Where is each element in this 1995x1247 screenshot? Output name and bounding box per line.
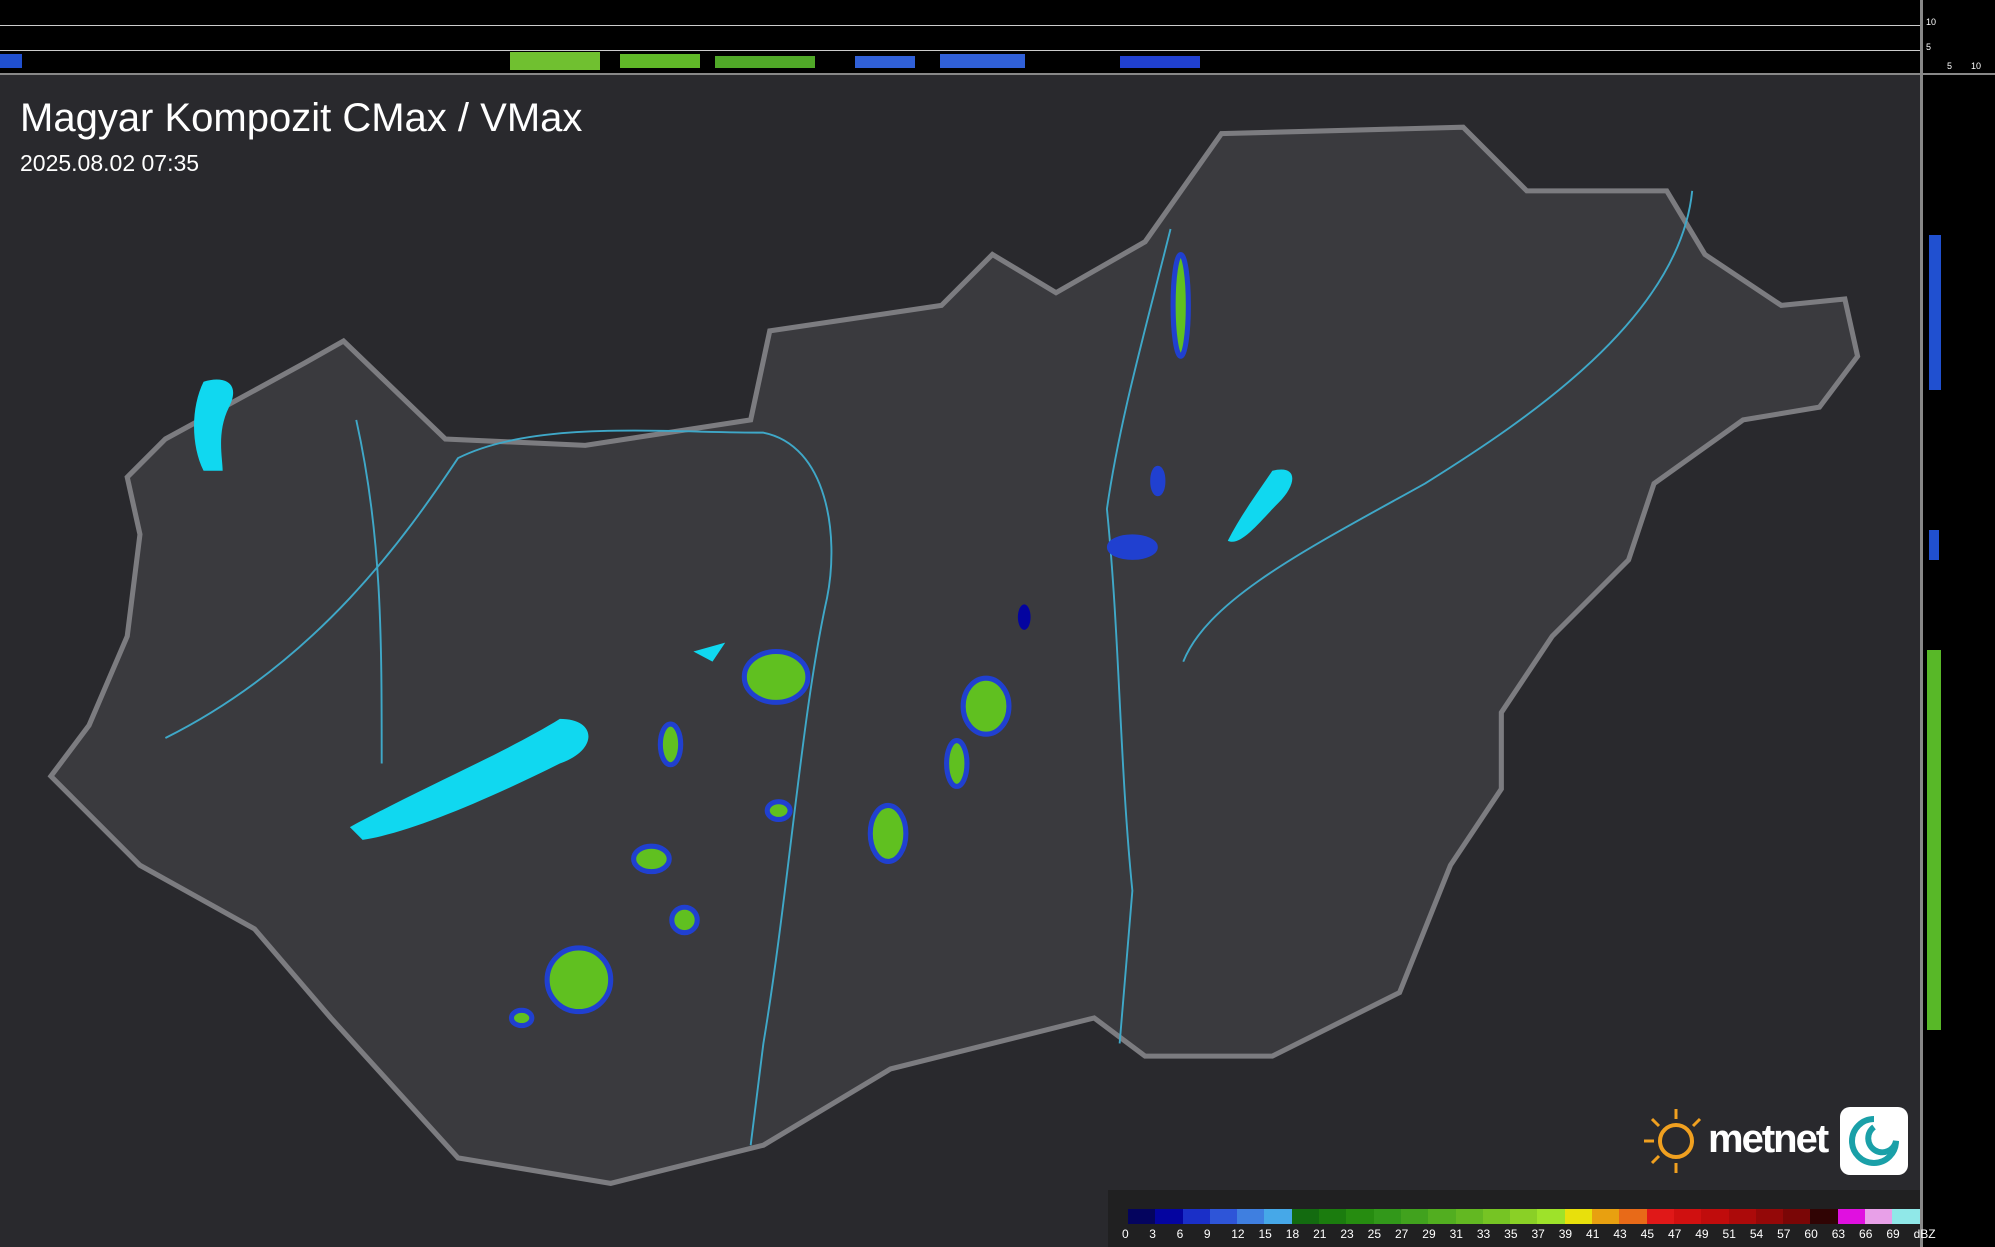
top-tick-label: 5 <box>1926 42 1932 52</box>
legend-label: 57 <box>1777 1227 1791 1241</box>
legend-swatch <box>1373 1209 1401 1224</box>
legend-swatch <box>1537 1209 1565 1224</box>
legend-swatch <box>1346 1209 1374 1224</box>
legend-swatch <box>1865 1209 1893 1224</box>
legend-label: 18 <box>1285 1227 1300 1241</box>
vertical-profile-right: 10 5 5 10 <box>1920 0 1995 1247</box>
legend-label: 69 <box>1886 1227 1900 1241</box>
legend-swatch <box>1564 1209 1593 1224</box>
legend-label: 35 <box>1504 1227 1518 1241</box>
legend-label: 39 <box>1558 1227 1573 1241</box>
legend-swatch <box>1673 1209 1702 1224</box>
radar-echoes <box>508 251 1191 1029</box>
map-title: Magyar Kompozit CMax / VMax <box>20 96 583 140</box>
legend-label: 0 <box>1122 1227 1129 1241</box>
legend-swatch <box>1155 1209 1183 1224</box>
legend-label: 41 <box>1586 1227 1600 1241</box>
legend-label: 27 <box>1394 1227 1409 1241</box>
legend-swatch <box>1128 1209 1156 1224</box>
legend-swatch <box>1892 1209 1920 1224</box>
legend-swatch <box>1209 1209 1238 1224</box>
legend-swatch <box>1264 1209 1292 1224</box>
legend-swatch <box>1291 1209 1320 1224</box>
legend-swatch <box>1510 1209 1538 1224</box>
legend-unit: dBZ <box>1913 1227 1936 1241</box>
legend-label: 49 <box>1695 1227 1709 1241</box>
map-timestamp: 2025.08.02 07:35 <box>20 150 200 176</box>
legend-swatch <box>1592 1209 1620 1224</box>
legend-label: 3 <box>1149 1227 1156 1241</box>
legend-label: 33 <box>1476 1227 1491 1241</box>
legend-label: 51 <box>1722 1227 1736 1241</box>
legend-labels: 0 3 6 9 12 15 18 21 23 25 27 29 31 33 35 37 39 41 43 45 47 49… <box>1122 1227 1941 1241</box>
hungary-country <box>47 124 1861 1186</box>
legend-colorbar <box>1128 1209 1920 1224</box>
legend-swatch <box>1646 1209 1674 1224</box>
legend-label: 25 <box>1367 1227 1382 1241</box>
legend-label: 12 <box>1231 1227 1245 1241</box>
legend-swatch <box>1619 1209 1647 1224</box>
legend-swatch <box>1428 1209 1456 1224</box>
legend-label: 63 <box>1831 1227 1846 1241</box>
legend-swatch <box>1237 1209 1265 1224</box>
legend-swatch <box>1482 1209 1511 1224</box>
legend-label: 54 <box>1749 1227 1764 1241</box>
legend-swatch <box>1783 1209 1811 1224</box>
metnet-logo: metnet <box>1638 1105 1913 1177</box>
rivers <box>164 190 1694 1146</box>
vertical-profile-top <box>0 0 1920 75</box>
legend-swatch <box>1837 1209 1866 1224</box>
legend-swatch <box>1319 1209 1347 1224</box>
legend-label: 60 <box>1804 1227 1818 1241</box>
legend-label: 6 <box>1176 1227 1184 1241</box>
legend-swatch <box>1400 1209 1429 1224</box>
swirl-icon <box>1840 1107 1908 1175</box>
legend-label: 23 <box>1340 1227 1354 1241</box>
legend-label: 31 <box>1449 1227 1463 1241</box>
lakes <box>194 379 1293 840</box>
legend-label: 66 <box>1859 1227 1873 1241</box>
legend-label: 21 <box>1313 1227 1327 1241</box>
legend-label: 43 <box>1613 1227 1627 1241</box>
legend-swatch <box>1455 1209 1483 1224</box>
legend-swatch <box>1728 1209 1756 1224</box>
legend-label: 47 <box>1667 1227 1682 1241</box>
legend-swatch <box>1701 1209 1729 1224</box>
legend-swatch <box>1810 1209 1838 1224</box>
logo-text: metnet <box>1708 1117 1829 1161</box>
top-tick-label: 10 <box>1926 17 1937 27</box>
legend-label: 15 <box>1258 1227 1272 1241</box>
right-tick-label: 10 <box>1971 61 1982 71</box>
legend-swatch <box>1182 1209 1210 1224</box>
legend-label: 45 <box>1640 1227 1654 1241</box>
legend-label: 29 <box>1422 1227 1436 1241</box>
sun-icon <box>1644 1109 1702 1173</box>
legend-label: 9 <box>1203 1227 1211 1241</box>
legend-label: 37 <box>1531 1227 1545 1241</box>
color-legend: 0 3 6 9 12 15 18 21 23 25 27 29 31 33 35 37 39 41 43 45 47 49… <box>1108 1190 1936 1247</box>
right-tick-label: 5 <box>1947 61 1953 71</box>
legend-swatch <box>1755 1209 1784 1224</box>
